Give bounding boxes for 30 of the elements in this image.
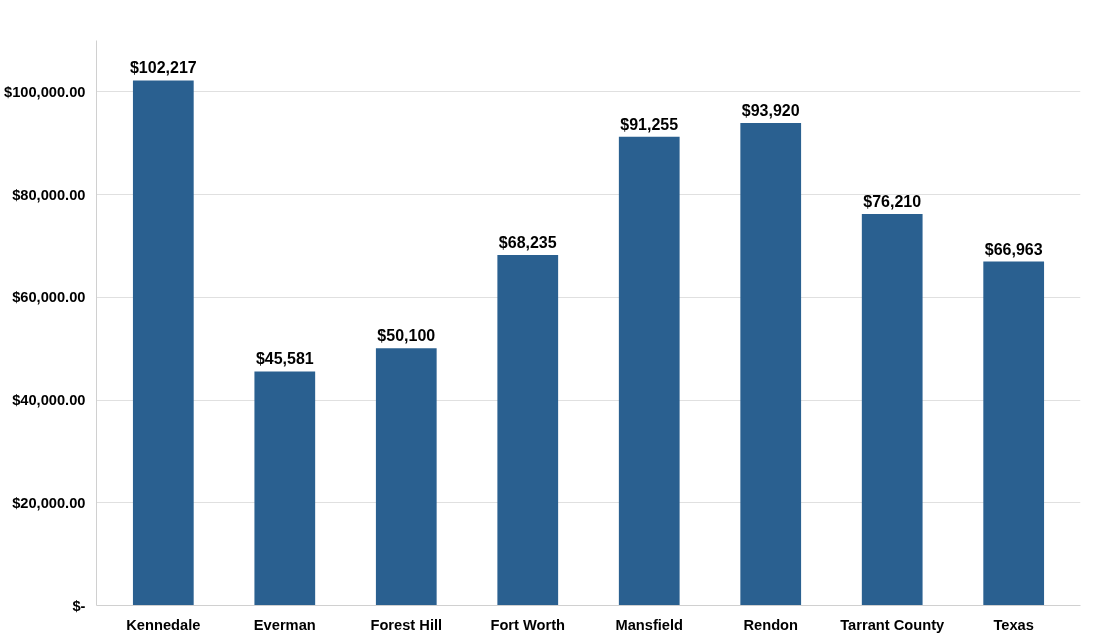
data-label: $91,255 (620, 115, 679, 133)
x-tick-label: Mansfield (615, 616, 684, 633)
data-label: $93,920 (741, 102, 800, 120)
data-label: $50,100 (377, 327, 436, 345)
y-tick-label: $60,000.00 (12, 289, 86, 306)
bar (861, 214, 923, 606)
x-tick-label: Everman (253, 616, 316, 633)
bar (983, 261, 1045, 606)
data-label: $76,210 (863, 193, 922, 211)
x-tick-label: Kennedale (126, 616, 201, 633)
data-label: $45,581 (255, 350, 314, 368)
x-tick-label: Rendon (743, 616, 799, 633)
y-tick-label: $80,000.00 (12, 186, 86, 203)
x-tick-label: Fort Worth (490, 616, 566, 633)
data-label: $102,217 (129, 59, 197, 77)
y-tick-label: $20,000.00 (12, 494, 86, 511)
bar (740, 123, 802, 606)
bar (375, 348, 437, 606)
x-tick-label: Texas (993, 616, 1034, 633)
data-label: $66,963 (984, 240, 1043, 258)
x-tick-label: Tarrant County (840, 616, 946, 633)
bar (254, 371, 316, 606)
x-tick-label: Forest Hill (370, 616, 443, 633)
bar (132, 80, 194, 606)
y-tick-label: $100,000.00 (4, 83, 86, 100)
y-tick-label: $- (72, 597, 86, 614)
bar (618, 136, 680, 606)
data-label: $68,235 (498, 234, 557, 252)
bar (497, 255, 559, 606)
y-tick-label: $40,000.00 (12, 392, 86, 409)
